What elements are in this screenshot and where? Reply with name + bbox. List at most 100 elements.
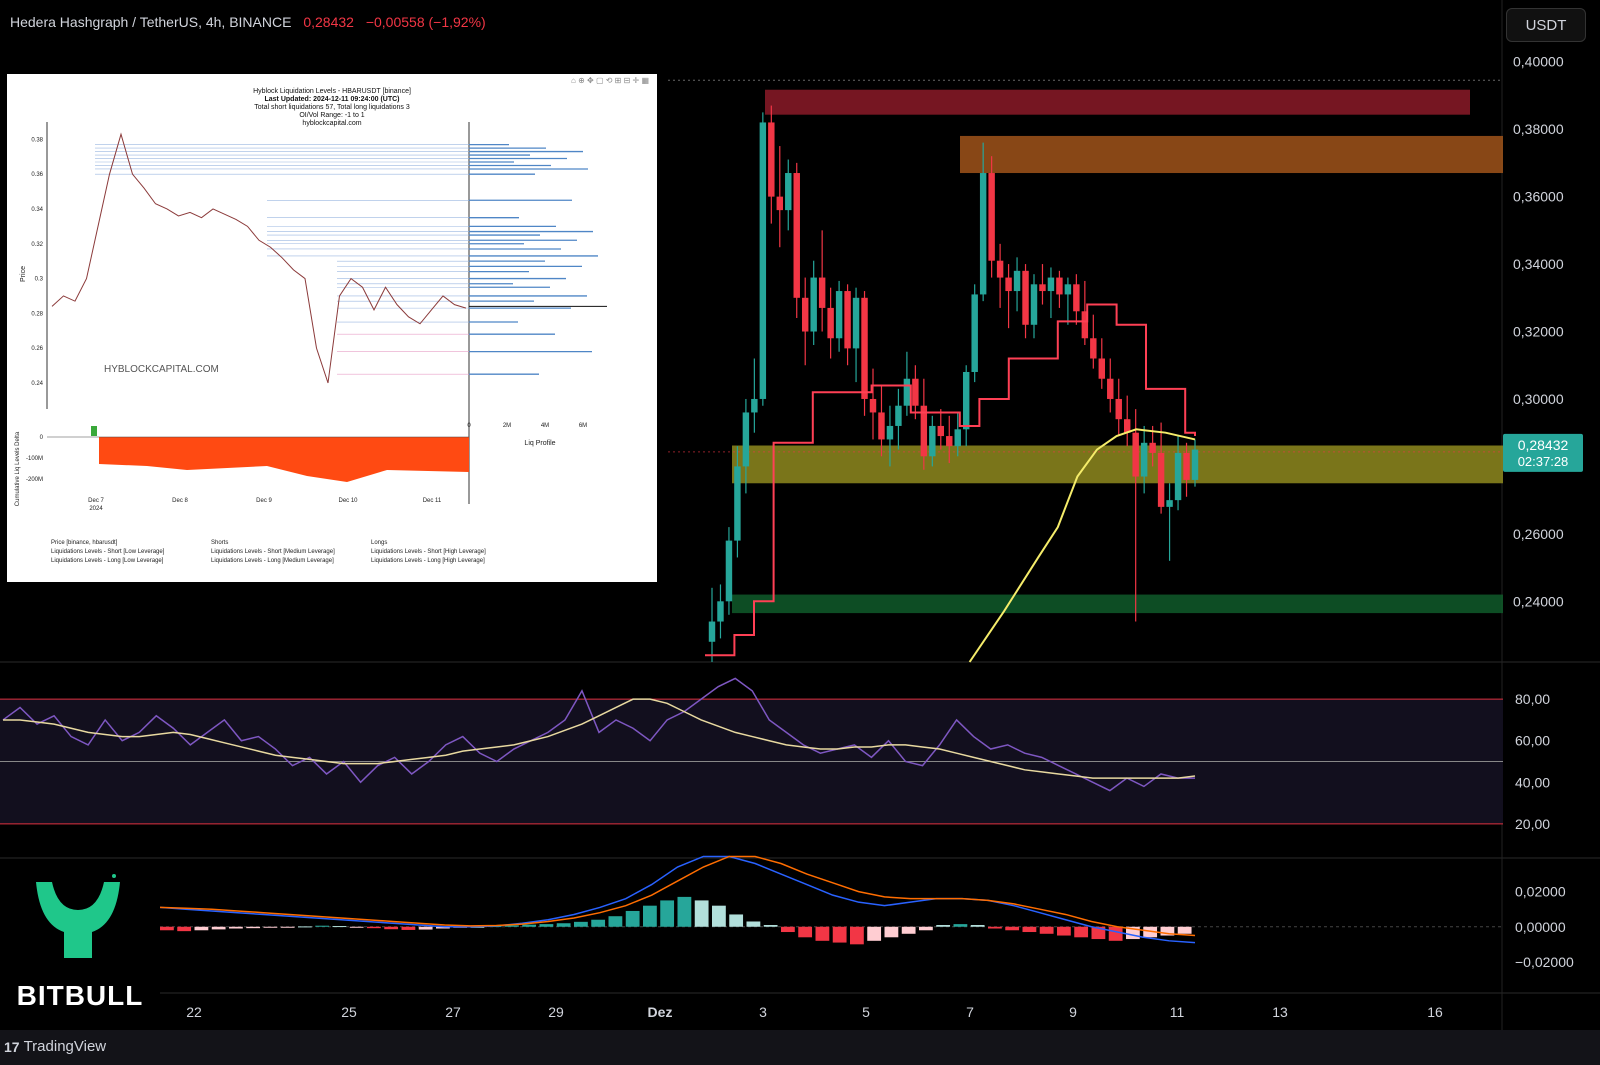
legend-item: Liquidations Levels - Short [Medium Leve… — [211, 549, 335, 555]
macd-histogram-bar — [574, 921, 588, 927]
legend-item: Price [binance, hbarusdt] — [51, 540, 118, 546]
inset-toolbar-icons[interactable]: ⌂ ⊕ ✥ ▢ ⟲ ⊞ ⊟ ✛ ▦ — [571, 76, 649, 85]
macd-histogram-bar — [1108, 926, 1123, 941]
bitbull-wordmark: BITBULL — [16, 980, 144, 1011]
inset-watermark: HYBLOCKCAPITAL.COM — [104, 364, 219, 375]
macd-histogram-bar — [436, 926, 450, 929]
candle-body — [1166, 500, 1173, 507]
candle-body — [988, 173, 995, 261]
candle-body — [1132, 432, 1139, 477]
candle-body — [1081, 311, 1089, 339]
candle-body — [1090, 338, 1097, 359]
candle-body — [1183, 452, 1190, 480]
macd-histogram-bar — [1074, 926, 1089, 938]
macd-histogram-bar — [211, 926, 226, 930]
inset-delta-tick: -200M — [26, 477, 43, 483]
inset-title-line: hyblockcapital.com — [302, 120, 362, 127]
price-axis-tick: 0,26000 — [1513, 526, 1564, 542]
inset-x-year: 2024 — [89, 506, 103, 512]
macd-histogram-bar — [505, 925, 519, 927]
candle-body — [861, 297, 868, 399]
candle-body — [801, 297, 809, 332]
candle-body — [954, 429, 961, 447]
time-axis-tick: Dez — [648, 1004, 673, 1020]
inset-profile-tick: 0 — [467, 423, 471, 429]
candle-body — [717, 601, 724, 622]
candle-body — [1149, 442, 1156, 453]
symbol-title[interactable]: Hedera Hashgraph / TetherUS, 4h, BINANCE — [10, 14, 292, 30]
macd-histogram-bar — [1143, 926, 1158, 938]
inset-delta-label: Cumulative Liq Levels Delta — [15, 431, 21, 506]
macd-histogram-bar — [850, 926, 864, 945]
liquidity-zone — [960, 135, 1503, 174]
legend-item: Liquidations Levels - Long [Medium Lever… — [211, 558, 334, 564]
candle-body — [937, 425, 945, 437]
inset-legend: Price [binance, hbarusdt] Shorts Longs Liq… — [51, 539, 641, 566]
tradingview-brand[interactable]: 17 TradingView — [4, 1038, 106, 1055]
candle-body — [759, 122, 767, 399]
candle-body — [835, 291, 843, 339]
macd-histogram-bar — [953, 924, 968, 927]
inset-delta-tick: -100M — [26, 456, 43, 462]
time-axis-tick: 3 — [759, 1004, 767, 1020]
candle-body — [1174, 452, 1182, 501]
macd-histogram-bar — [384, 926, 399, 930]
macd-histogram-bar — [729, 914, 744, 927]
inset-price-line — [51, 132, 467, 384]
candle-body — [1064, 284, 1072, 295]
legend-item: Liquidations Levels - Long [High Leverag… — [371, 558, 485, 564]
price-axis-tick: 0,34000 — [1513, 256, 1564, 272]
price-axis-tick: 0,24000 — [1513, 593, 1564, 609]
candle-body — [852, 297, 860, 349]
time-axis-tick: 25 — [341, 1004, 357, 1020]
time-axis-tick: 5 — [862, 1004, 870, 1020]
inset-y-tick: 0.28 — [31, 311, 43, 317]
candle-body — [768, 122, 775, 197]
bitbull-horns-icon — [36, 874, 120, 958]
candle-body — [878, 412, 885, 440]
macd-histogram-bar — [746, 921, 761, 927]
inset-x-tick: Dec 8 — [172, 498, 188, 504]
inset-y-label: Price — [20, 266, 27, 282]
candle-body — [1013, 270, 1021, 292]
time-axis-tick: 13 — [1272, 1004, 1288, 1020]
macd-histogram-bar — [867, 926, 882, 941]
macd-axis-tick: 0,00000 — [1515, 919, 1566, 935]
candle-body — [708, 621, 716, 642]
candle-body — [869, 398, 877, 413]
price-badge-countdown: 02:37:28 — [1518, 454, 1569, 469]
candle-body — [810, 277, 817, 332]
candle-body — [895, 405, 902, 426]
candle-body — [962, 371, 970, 430]
legend-item: Liquidations Levels - Short [Low Leverag… — [51, 549, 165, 555]
inset-title-line: Hyblock Liquidation Levels - HBARUSDT [b… — [253, 88, 411, 95]
candle-body — [1047, 277, 1055, 292]
candle-body — [1107, 378, 1114, 399]
macd-histogram-bar — [1177, 926, 1192, 934]
macd-histogram-bar — [539, 924, 554, 927]
candle-body — [929, 425, 936, 457]
currency-selector[interactable]: USDT — [1506, 8, 1586, 42]
candle-body — [785, 173, 792, 211]
inset-profile-tick: 2M — [503, 423, 511, 429]
macd-histogram-bar — [1039, 926, 1054, 934]
rsi-axis-tick: 40,00 — [1515, 774, 1550, 790]
rsi-axis-tick: 20,00 — [1515, 816, 1550, 832]
legend-item: Shorts — [211, 540, 229, 546]
macd-histogram-bar — [660, 900, 675, 927]
candle-body — [979, 173, 987, 295]
macd-histogram-bar — [884, 926, 899, 938]
macd-axis-tick: −0,02000 — [1515, 954, 1574, 970]
candle-body — [734, 466, 741, 541]
inset-y-tick: 0.38 — [31, 137, 43, 143]
candle-body — [1073, 284, 1080, 312]
inset-y-tick: 0.36 — [31, 172, 43, 178]
inset-y-tick: 0.3 — [35, 277, 44, 283]
price-axis-tick: 0,36000 — [1513, 189, 1564, 205]
macd-histogram-bar — [298, 926, 312, 928]
candle-body — [793, 173, 800, 298]
inset-profile-label: Liq Profile — [524, 440, 555, 447]
price-axis-tick: 0,30000 — [1513, 391, 1564, 407]
macd-histogram-bar — [936, 925, 951, 927]
inset-title-line: Total short liquidations 57, Total long … — [254, 104, 410, 111]
